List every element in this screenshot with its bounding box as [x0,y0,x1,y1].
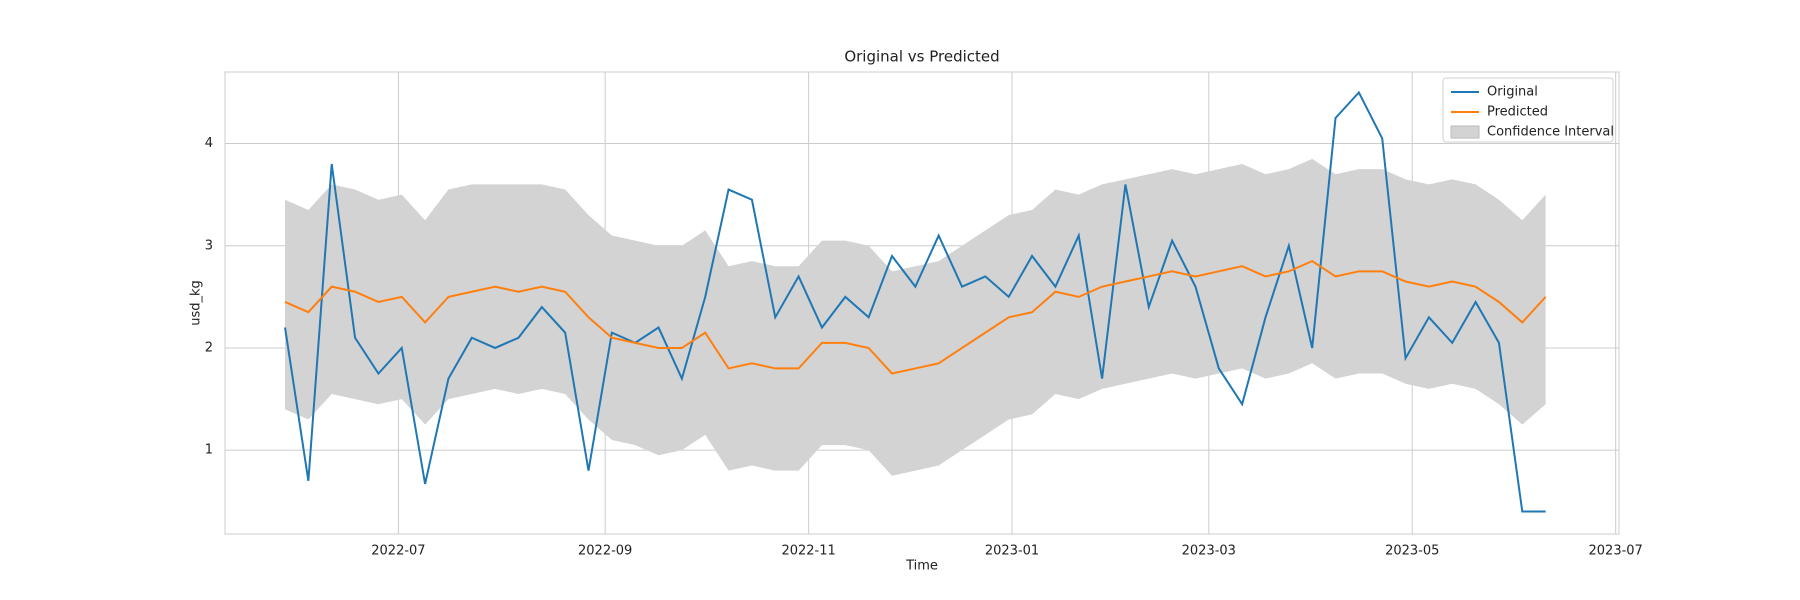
x-tick-label: 2023-05 [1385,544,1439,559]
legend-swatch [1450,125,1480,139]
x-tick-label: 2022-07 [371,544,425,559]
x-tick-label: 2022-11 [781,544,835,559]
legend-label: Original [1487,85,1538,100]
x-tick-label: 2023-03 [1182,544,1236,559]
y-tick-label: 1 [205,443,213,458]
y-tick-label: 4 [205,136,213,151]
chart-title: Original vs Predicted [844,48,999,66]
y-tick-label: 3 [205,238,213,253]
series-line [284,259,1547,375]
legend-box [1442,77,1614,143]
legend: Original Predicted Confidence Interval [1442,77,1614,143]
x-tick-label: 2023-01 [985,544,1039,559]
legend-label: Predicted [1487,105,1548,120]
x-axis-label: Time [905,559,938,574]
y-tick-label: 2 [205,340,213,355]
series-line [284,90,1546,513]
x-tick-label: 2023-07 [1589,544,1643,559]
x-tick-label: 2022-09 [578,544,632,559]
legend-label: Confidence Interval [1487,125,1614,140]
y-axis-label: usd_kg [189,280,204,326]
